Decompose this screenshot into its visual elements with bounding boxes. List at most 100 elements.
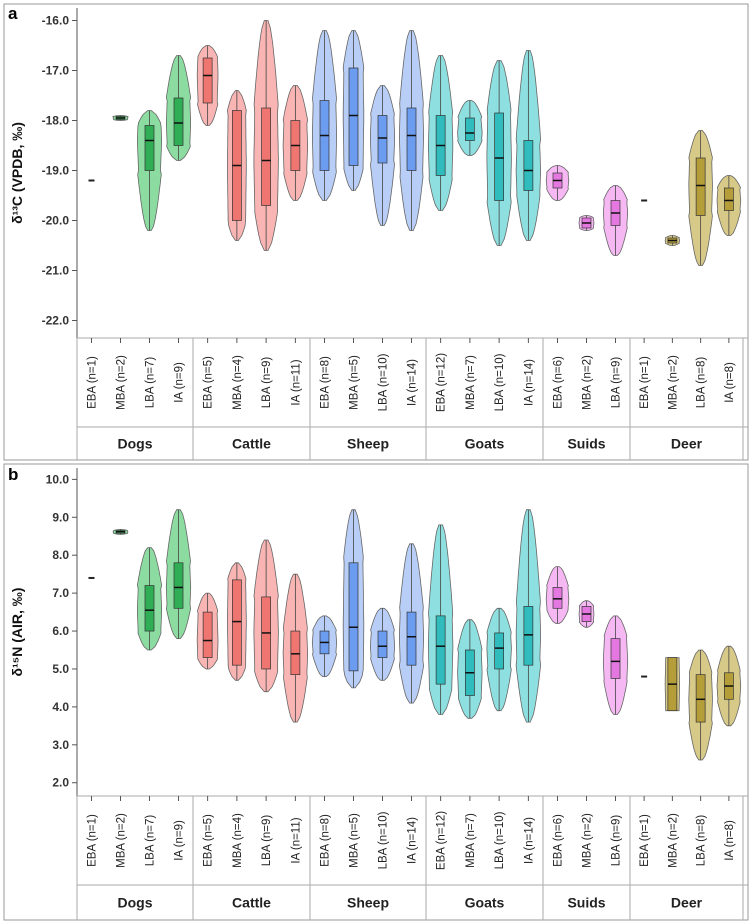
y-axis-label: δ¹³C (VPDB, ‰) <box>9 122 25 224</box>
y-tick-label: -20.0 <box>42 214 70 228</box>
group-label-suids: Suids <box>567 895 605 911</box>
iqr-box <box>173 97 184 146</box>
group-label-deer: Deer <box>671 895 703 911</box>
category-label: EBA (n=12) <box>436 353 448 412</box>
y-tick-label: -22.0 <box>42 314 70 328</box>
iqr-box <box>523 606 534 666</box>
iqr-box <box>552 587 563 609</box>
category-label: LBA (n=7) <box>145 815 157 867</box>
group-label-suids: Suids <box>567 436 605 452</box>
iqr-box <box>202 57 213 104</box>
category-label: EBA (n=5) <box>203 814 215 867</box>
category-label: MBA (n=2) <box>667 355 679 410</box>
group-label-cattle: Cattle <box>232 436 271 452</box>
iqr-box <box>261 107 271 206</box>
iqr-box <box>144 125 155 171</box>
category-label: LBA (n=8) <box>696 357 708 409</box>
group-label-sheep: Sheep <box>347 436 389 452</box>
category-label: LBA (n=10) <box>378 811 390 869</box>
group-label-dogs: Dogs <box>118 895 153 911</box>
category-label: LBA (n=9) <box>611 815 623 867</box>
y-tick-label: 6.0 <box>52 624 69 638</box>
category-label: IA (n=9) <box>174 362 186 403</box>
category-label: MBA (n=7) <box>465 813 477 868</box>
iqr-box <box>494 112 504 201</box>
y-tick-label: 3.0 <box>52 738 69 752</box>
category-label: EBA (n=5) <box>203 356 215 409</box>
iqr-box <box>695 674 706 723</box>
category-label: LBA (n=10) <box>494 353 506 411</box>
y-tick-label: -17.0 <box>42 64 70 78</box>
panel-a-frame <box>3 3 749 461</box>
category-label: IA (n=14) <box>407 817 419 864</box>
category-label: EBA (n=6) <box>553 356 565 409</box>
category-label: MBA (n=2) <box>582 813 594 868</box>
category-label: LBA (n=10) <box>494 811 506 869</box>
category-label: MBA (n=2) <box>116 355 128 410</box>
category-label: LBA (n=9) <box>261 357 273 409</box>
y-tick-label: -19.0 <box>42 164 70 178</box>
category-label: MBA (n=5) <box>349 355 361 410</box>
category-label: MBA (n=2) <box>116 813 128 868</box>
category-label: EBA (n=1) <box>639 814 651 867</box>
iqr-box <box>348 67 359 166</box>
iqr-box <box>406 611 417 666</box>
iqr-box <box>435 615 446 685</box>
category-label: LBA (n=9) <box>611 357 623 409</box>
y-tick-label: -21.0 <box>42 264 70 278</box>
category-label: IA (n=8) <box>724 362 736 403</box>
iqr-box <box>377 115 388 164</box>
iqr-box <box>494 632 504 670</box>
group-label-deer: Deer <box>671 436 703 452</box>
category-label: EBA (n=8) <box>320 356 332 409</box>
category-label: IA (n=14) <box>407 359 419 406</box>
category-label: LBA (n=7) <box>145 357 157 409</box>
panel-b: b 10.0 9.0 8.0 7.0 6.0 5.0 4.0 3.0 2.0 δ¹⁵N (AIR,… <box>3 463 749 921</box>
category-label: EBA (n=1) <box>639 356 651 409</box>
iqr-box <box>610 638 621 679</box>
category-label: EBA (n=1) <box>87 814 99 867</box>
iqr-box <box>523 140 534 191</box>
category-label: MBA (n=4) <box>232 813 244 868</box>
category-label: MBA (n=2) <box>582 355 594 410</box>
group-label-sheep: Sheep <box>347 895 389 911</box>
category-label: IA (n=11) <box>290 817 302 863</box>
iqr-box <box>232 579 242 666</box>
category-label: MBA (n=2) <box>667 813 679 868</box>
iqr-box <box>695 157 706 216</box>
y-tick-label: 7.0 <box>52 586 69 600</box>
group-label-cattle: Cattle <box>232 895 271 911</box>
y-tick-label: 9.0 <box>52 510 69 524</box>
group-label-dogs: Dogs <box>118 436 153 452</box>
category-label: EBA (n=8) <box>320 814 332 867</box>
y-axis-label: δ¹⁵N (AIR, ‰) <box>9 588 25 677</box>
category-label: EBA (n=12) <box>436 811 448 870</box>
category-label: LBA (n=9) <box>261 815 273 867</box>
group-label-goats: Goats <box>465 895 505 911</box>
category-label: IA (n=8) <box>724 820 736 861</box>
iqr-box <box>202 611 213 658</box>
category-label: LBA (n=10) <box>378 353 390 411</box>
category-label: MBA (n=7) <box>465 355 477 410</box>
iqr-box <box>144 585 155 632</box>
category-label: IA (n=11) <box>290 359 302 405</box>
category-label: LBA (n=8) <box>696 815 708 867</box>
category-label: MBA (n=4) <box>232 355 244 410</box>
y-tick-label: -18.0 <box>42 114 70 128</box>
panel-a: a -16.0 -17.0 -18.0 -19.0 -20.0 -21.0 -22.0 δ¹³… <box>3 3 749 461</box>
category-label: IA (n=9) <box>174 820 186 861</box>
iqr-box <box>290 630 301 676</box>
panel-b-letter: b <box>8 465 18 484</box>
category-label: EBA (n=6) <box>553 814 565 867</box>
iqr-box <box>465 117 475 141</box>
panel-b-frame <box>3 463 749 921</box>
y-tick-label: 4.0 <box>52 700 69 714</box>
category-label: MBA (n=5) <box>349 813 361 868</box>
y-tick-label: 8.0 <box>52 548 69 562</box>
iqr-box <box>377 630 388 658</box>
y-tick-label: 10.0 <box>46 472 70 486</box>
iqr-box <box>173 562 184 609</box>
group-label-goats: Goats <box>465 436 505 452</box>
y-tick-label: 5.0 <box>52 662 69 676</box>
